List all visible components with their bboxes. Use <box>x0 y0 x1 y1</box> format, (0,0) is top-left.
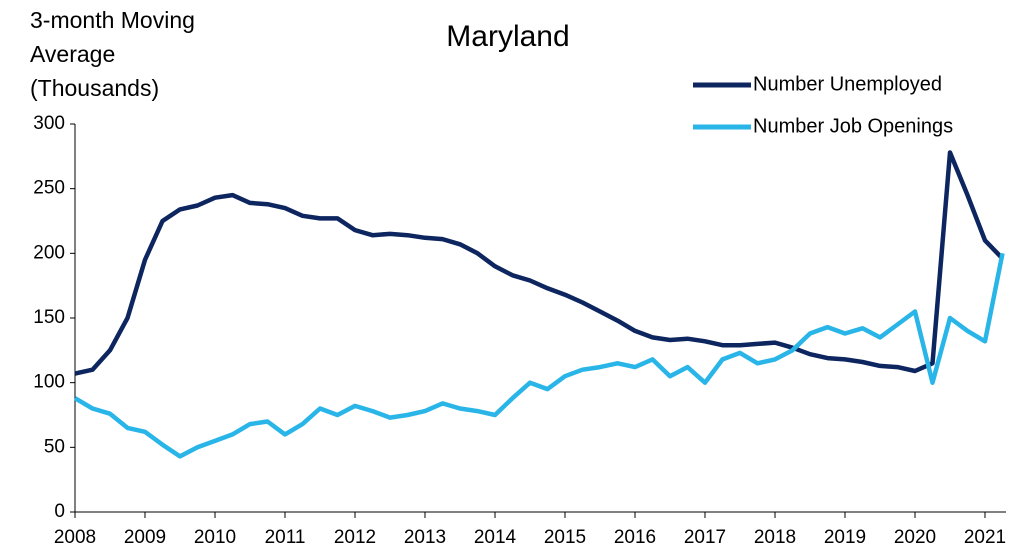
x-tick-label: 2012 <box>334 527 376 548</box>
x-tick-label: 2011 <box>265 527 306 548</box>
y-axis-label: 3-month Moving <box>30 7 195 33</box>
x-tick-label: 2014 <box>474 527 517 548</box>
x-tick-label: 2021 <box>964 527 1006 548</box>
x-tick-label: 2019 <box>824 527 866 548</box>
x-tick-label: 2016 <box>614 527 656 548</box>
data-line <box>74 150 1005 376</box>
y-tick-label: 50 <box>44 436 65 457</box>
x-tick-label: 2010 <box>194 527 236 548</box>
data-line <box>73 252 1005 459</box>
chart-title: Maryland <box>446 20 569 53</box>
x-tick-label: 2018 <box>754 527 796 548</box>
x-tick-label: 2020 <box>894 527 936 548</box>
y-tick-label: 150 <box>33 307 65 328</box>
x-tick-label: 2015 <box>544 527 586 548</box>
y-tick-label: 250 <box>33 178 65 199</box>
y-tick-label: 300 <box>33 113 65 134</box>
y-axis-label: (Thousands) <box>30 75 159 101</box>
legend-label: Number Job Openings <box>753 115 953 137</box>
y-tick-label: 200 <box>33 242 65 263</box>
y-tick-label: 100 <box>33 372 65 393</box>
x-tick-label: 2009 <box>124 527 166 548</box>
legend-label: Number Unemployed <box>753 73 942 95</box>
x-tick-label: 2013 <box>404 527 446 548</box>
y-axis-label: Average <box>30 41 115 67</box>
x-tick-label: 2008 <box>54 527 96 548</box>
x-tick-label: 2017 <box>684 527 726 548</box>
y-tick-label: 0 <box>54 501 65 522</box>
